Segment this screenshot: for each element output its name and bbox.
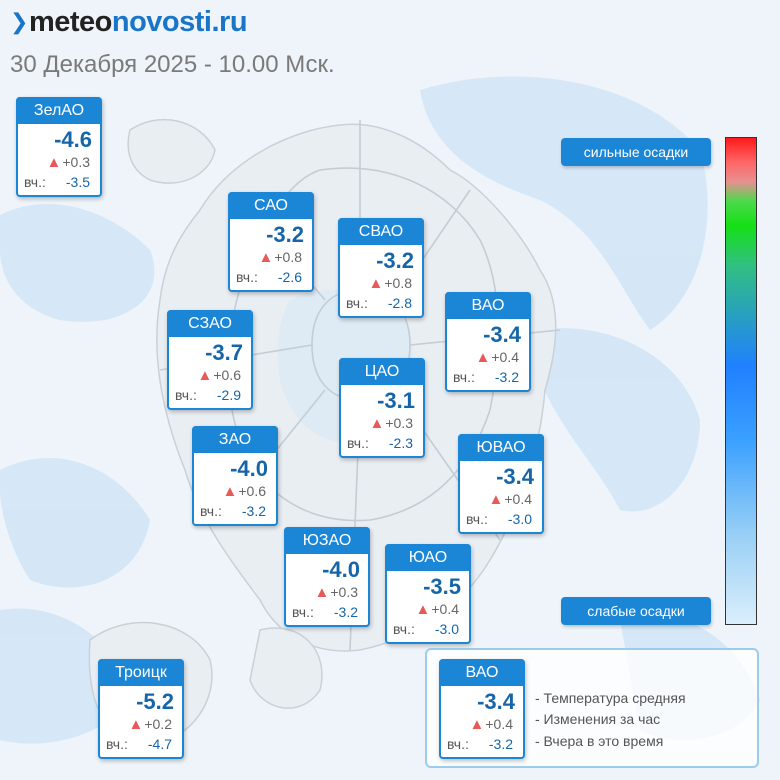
rise-arrow-icon: ▲ bbox=[368, 275, 384, 292]
district-name: ЮАО bbox=[385, 544, 471, 571]
hourly-change: ▲+0.8 bbox=[258, 249, 303, 266]
yesterday-reading: вч.: -2.9 bbox=[175, 387, 241, 403]
scale-label-light: слабые осадки bbox=[561, 597, 711, 625]
yesterday-reading: вч.: -3.2 bbox=[453, 369, 519, 385]
district-name: ЮЗАО bbox=[284, 527, 370, 554]
district-name: СВАО bbox=[338, 218, 424, 245]
district-card-troick[interactable]: Троицк -5.2 ▲+0.2 вч.: -4.7 bbox=[98, 659, 184, 759]
logo-chevron-icon: ❯ bbox=[10, 9, 28, 34]
temperature-value: -3.2 bbox=[266, 222, 304, 247]
district-name: ВАО bbox=[439, 659, 525, 686]
district-name: Троицк bbox=[98, 659, 184, 686]
legend-sample-card: ВАО -3.4 ▲+0.4 вч.: -3.2 bbox=[439, 659, 525, 759]
legend-item-avg-temp: - Температура средняя bbox=[535, 690, 686, 706]
hourly-change: ▲+0.4 bbox=[469, 716, 514, 733]
legend-item-yesterday: - Вчера в это время bbox=[535, 733, 664, 749]
temperature-value: -4.0 bbox=[230, 456, 268, 481]
yesterday-reading: вч.: -2.6 bbox=[236, 269, 302, 285]
temperature-value: -5.2 bbox=[136, 689, 174, 714]
district-name: ЮВАО bbox=[458, 434, 544, 461]
district-card-yuvao[interactable]: ЮВАО -3.4 ▲+0.4 вч.: -3.0 bbox=[458, 434, 544, 534]
district-card-yuzao[interactable]: ЮЗАО -4.0 ▲+0.3 вч.: -3.2 bbox=[284, 527, 370, 627]
temperature-value: -3.1 bbox=[377, 388, 415, 413]
yesterday-reading: вч.: -3.2 bbox=[447, 736, 513, 752]
district-card-zao[interactable]: ЗАО -4.0 ▲+0.6 вч.: -3.2 bbox=[192, 426, 278, 526]
district-card-yuao[interactable]: ЮАО -3.5 ▲+0.4 вч.: -3.0 bbox=[385, 544, 471, 644]
yesterday-reading: вч.: -3.0 bbox=[466, 511, 532, 527]
yesterday-reading: вч.: -3.2 bbox=[292, 604, 358, 620]
hourly-change: ▲+0.3 bbox=[369, 415, 414, 432]
temperature-value: -3.7 bbox=[205, 340, 243, 365]
rise-arrow-icon: ▲ bbox=[369, 415, 385, 432]
precipitation-scale-bar bbox=[725, 137, 757, 625]
yesterday-reading: вч.: -3.5 bbox=[24, 174, 90, 190]
hourly-change: ▲+0.2 bbox=[128, 716, 173, 733]
rise-arrow-icon: ▲ bbox=[475, 349, 491, 366]
district-card-svao[interactable]: СВАО -3.2 ▲+0.8 вч.: -2.8 bbox=[338, 218, 424, 318]
hourly-change: ▲+0.6 bbox=[222, 483, 267, 500]
rise-arrow-icon: ▲ bbox=[415, 601, 431, 618]
temperature-value: -3.2 bbox=[376, 248, 414, 273]
rise-arrow-icon: ▲ bbox=[222, 483, 238, 500]
rise-arrow-icon: ▲ bbox=[469, 716, 485, 733]
yesterday-reading: вч.: -2.8 bbox=[346, 295, 412, 311]
district-name: ВАО bbox=[445, 292, 531, 319]
temperature-value: -3.4 bbox=[477, 689, 515, 714]
forecast-timestamp: 30 Декабря 2025 - 10.00 Мск. bbox=[10, 51, 335, 78]
district-card-sao[interactable]: САО -3.2 ▲+0.8 вч.: -2.6 bbox=[228, 192, 314, 292]
hourly-change: ▲+0.4 bbox=[415, 601, 460, 618]
scale-label-heavy: сильные осадки bbox=[561, 138, 711, 166]
yesterday-reading: вч.: -3.0 bbox=[393, 621, 459, 637]
brand-logo[interactable]: ❯meteonovosti.ru bbox=[10, 6, 248, 38]
rise-arrow-icon: ▲ bbox=[488, 491, 504, 508]
district-name: ЗАО bbox=[192, 426, 278, 453]
hourly-change: ▲+0.8 bbox=[368, 275, 413, 292]
temperature-value: -4.6 bbox=[54, 127, 92, 152]
district-card-cao[interactable]: ЦАО -3.1 ▲+0.3 вч.: -2.3 bbox=[339, 358, 425, 458]
rise-arrow-icon: ▲ bbox=[128, 716, 144, 733]
temperature-value: -3.5 bbox=[423, 574, 461, 599]
district-name: ЗелАО bbox=[16, 97, 102, 124]
legend-item-hourly-change: - Изменения за час bbox=[535, 711, 661, 727]
rise-arrow-icon: ▲ bbox=[46, 154, 62, 171]
district-card-szao[interactable]: СЗАО -3.7 ▲+0.6 вч.: -2.9 bbox=[167, 310, 253, 410]
rise-arrow-icon: ▲ bbox=[314, 584, 330, 601]
temperature-value: -4.0 bbox=[322, 557, 360, 582]
rise-arrow-icon: ▲ bbox=[197, 367, 213, 384]
hourly-change: ▲+0.4 bbox=[488, 491, 533, 508]
yesterday-reading: вч.: -3.2 bbox=[200, 503, 266, 519]
district-card-vao[interactable]: ВАО -3.4 ▲+0.4 вч.: -3.2 bbox=[445, 292, 531, 392]
rise-arrow-icon: ▲ bbox=[258, 249, 274, 266]
district-name: САО bbox=[228, 192, 314, 219]
temperature-value: -3.4 bbox=[483, 322, 521, 347]
district-card-zelao[interactable]: ЗелАО -4.6 ▲+0.3 вч.: -3.5 bbox=[16, 97, 102, 197]
district-name: СЗАО bbox=[167, 310, 253, 337]
hourly-change: ▲+0.6 bbox=[197, 367, 242, 384]
yesterday-reading: вч.: -2.3 bbox=[347, 435, 413, 451]
temperature-value: -3.4 bbox=[496, 464, 534, 489]
hourly-change: ▲+0.3 bbox=[314, 584, 359, 601]
yesterday-reading: вч.: -4.7 bbox=[106, 736, 172, 752]
hourly-change: ▲+0.4 bbox=[475, 349, 520, 366]
hourly-change: ▲+0.3 bbox=[46, 154, 91, 171]
district-name: ЦАО bbox=[339, 358, 425, 385]
